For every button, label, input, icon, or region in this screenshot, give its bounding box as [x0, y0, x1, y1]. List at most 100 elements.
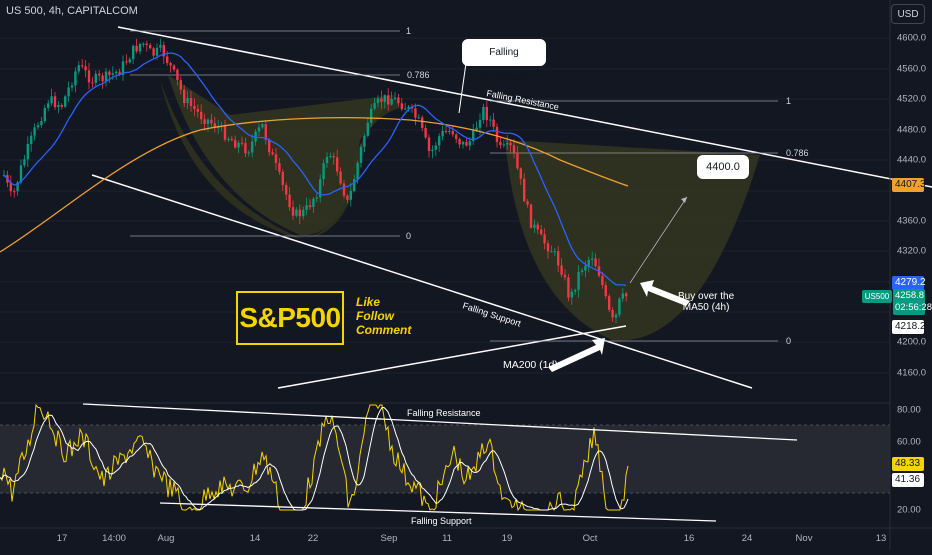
candle-body: [230, 138, 233, 141]
candle-body: [353, 179, 356, 191]
price-tick: 4160.0: [897, 367, 927, 379]
candle-body: [60, 104, 63, 107]
candle-body: [366, 122, 369, 136]
brand-box: S&P500: [236, 291, 344, 345]
candle-body: [519, 168, 522, 179]
rsi-band: [0, 425, 890, 493]
candle-body: [274, 154, 278, 164]
candle-body: [594, 258, 597, 267]
candle-body: [618, 298, 621, 315]
time-label: 14:00: [102, 533, 126, 544]
candle-body: [611, 309, 614, 318]
candle-body: [563, 274, 567, 278]
price-tick: 4360.0: [897, 215, 927, 227]
candle-body: [472, 130, 475, 142]
candle-body: [43, 107, 46, 122]
candle-body: [132, 45, 135, 60]
candle-body: [186, 98, 189, 104]
candle-body: [448, 131, 451, 133]
candle-body: [536, 224, 539, 230]
candle-body: [393, 97, 397, 99]
candle-body: [485, 106, 488, 121]
candle-body: [223, 125, 227, 140]
candle-body: [349, 190, 352, 200]
candle-body: [461, 141, 465, 145]
candle-body: [183, 89, 186, 104]
candle-body: [332, 156, 335, 158]
candle-body: [172, 65, 176, 70]
time-label: Sep: [380, 533, 398, 544]
candle-body: [244, 143, 247, 154]
candle-body: [217, 127, 220, 129]
candle-body: [346, 195, 349, 200]
candle-body: [47, 103, 50, 108]
candle-body: [285, 184, 288, 195]
candle-body: [94, 73, 97, 83]
candle-body: [268, 139, 271, 153]
candle-body: [200, 111, 203, 120]
candle-body: [169, 63, 172, 66]
candle-body: [302, 209, 305, 217]
candle-body: [257, 127, 261, 132]
time-label: 19: [501, 533, 513, 544]
candle-body: [580, 270, 584, 272]
candle-body: [128, 59, 131, 63]
ma200-trend-line[interactable]: [277, 325, 627, 389]
price-grid: [0, 37, 890, 374]
candle-body: [121, 61, 125, 75]
candle-body: [142, 43, 145, 45]
candle-body: [489, 119, 492, 121]
candle-body: [397, 97, 400, 104]
candle-body: [247, 152, 250, 154]
candle-body: [77, 65, 80, 72]
falling-support-line[interactable]: [91, 174, 753, 389]
candle-body: [370, 108, 373, 123]
candle-body: [26, 143, 29, 160]
falling-resistance-line[interactable]: [117, 26, 932, 188]
candle-body: [145, 43, 148, 46]
price-tick: 4200.0: [897, 336, 927, 348]
ma200-price-tag: 4218.2: [892, 320, 926, 334]
ma200-note: MA200 (1d): [503, 359, 558, 371]
candle-body: [417, 117, 420, 119]
candle-body: [574, 289, 577, 292]
candle-body: [315, 197, 318, 199]
candle-body: [291, 207, 295, 216]
candle-body: [577, 271, 580, 290]
candle-body: [553, 251, 556, 253]
candle-body: [57, 104, 60, 108]
rsi-falling-support-line[interactable]: [159, 502, 717, 522]
candle-body: [30, 135, 33, 144]
candlestick-series: [2, 38, 628, 324]
candle-body: [502, 144, 505, 146]
candle-body: [567, 277, 570, 298]
candle-body: [149, 45, 152, 49]
candle-body: [271, 152, 274, 155]
candle-body: [356, 162, 359, 180]
rsi-falling-resistance-line[interactable]: [82, 403, 798, 441]
fib-right-1-label: 1: [786, 96, 791, 106]
time-label: Nov: [795, 533, 813, 544]
megaphone-callout-text: Falling Megaphone: [477, 47, 531, 83]
candle-body: [427, 137, 431, 152]
candle-body: [264, 124, 267, 140]
candle-body: [523, 178, 526, 202]
brand-box-text: S&P500: [239, 302, 341, 333]
candle-body: [13, 191, 16, 193]
target-callout: 4400.0: [697, 155, 749, 179]
candle-body: [512, 145, 516, 153]
candle-body: [91, 82, 94, 84]
candle-body: [70, 85, 74, 88]
candle-body: [468, 141, 471, 146]
candle-body: [206, 119, 210, 124]
resistance-price-tag: 4407.3: [892, 178, 926, 192]
price-tick: 4600.0: [897, 32, 927, 44]
candle-body: [625, 293, 628, 297]
candle-body: [50, 96, 53, 104]
symbol-header[interactable]: US 500, 4h, CAPITALCOM: [6, 5, 138, 17]
candle-body: [295, 209, 298, 216]
cup-fill-left: [168, 75, 395, 236]
currency-button[interactable]: USD: [891, 4, 925, 24]
